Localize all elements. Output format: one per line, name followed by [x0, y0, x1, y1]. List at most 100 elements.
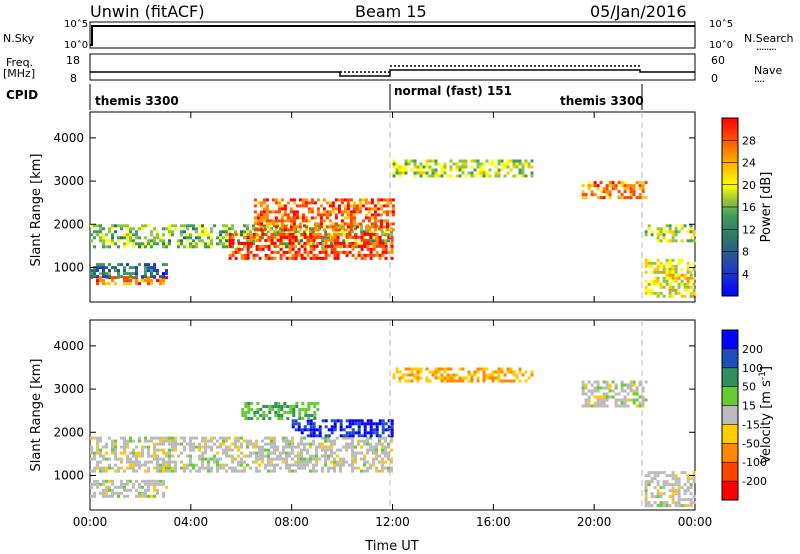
echo-cell	[671, 486, 675, 490]
echo-cell	[258, 224, 261, 228]
echo-cell	[297, 457, 300, 461]
echo-cell	[141, 224, 144, 228]
echo-cell	[361, 198, 365, 202]
echo-cell	[265, 225, 269, 229]
echo-cell	[390, 439, 393, 443]
echo-cell	[352, 210, 356, 214]
echo-cell	[277, 408, 281, 411]
echo-cell	[461, 165, 465, 169]
echo-cell	[351, 419, 355, 423]
echo-cell	[458, 367, 462, 371]
echo-cell	[153, 448, 156, 452]
echo-cell	[348, 422, 352, 426]
echo-cell	[313, 216, 317, 220]
echo-cell	[390, 428, 394, 432]
echo-cell	[204, 445, 207, 449]
echo-cell	[147, 454, 150, 458]
echo-cell	[285, 232, 289, 236]
echo-cell	[665, 273, 669, 277]
echo-cell	[316, 408, 320, 411]
echo-cell	[321, 242, 324, 246]
echo-cell	[440, 171, 444, 175]
echo-cell	[387, 434, 391, 438]
echo-cell	[391, 198, 395, 202]
power-colorbar-tick: 12	[742, 223, 756, 236]
echo-cell	[283, 219, 287, 223]
echo-cell	[521, 171, 525, 175]
echo-cell	[292, 216, 296, 220]
echo-cell	[225, 439, 228, 443]
echo-cell	[198, 239, 201, 243]
echo-cell	[289, 228, 293, 232]
echo-cell	[183, 463, 186, 467]
echo-cell	[366, 238, 370, 242]
echo-cell	[659, 504, 663, 508]
echo-cell	[390, 469, 393, 473]
echo-cell	[455, 165, 459, 169]
echo-cell	[343, 210, 347, 214]
echo-cell	[264, 256, 268, 260]
echo-cell	[587, 184, 591, 188]
echo-cell	[291, 244, 295, 248]
echo-cell	[225, 227, 228, 231]
echo-cell	[114, 469, 117, 473]
echo-cell	[680, 471, 684, 475]
echo-cell	[286, 411, 290, 414]
echo-cell	[298, 222, 302, 226]
echo-cell	[283, 405, 287, 408]
echo-cell	[117, 239, 120, 243]
echo-cell	[455, 174, 459, 178]
echo-cell	[665, 504, 669, 508]
echo-cell	[346, 207, 350, 211]
echo-cell	[596, 187, 600, 191]
echo-cell	[147, 266, 150, 270]
echo-cell	[659, 264, 663, 268]
echo-cell	[279, 232, 283, 236]
echo-cell	[512, 174, 516, 178]
echo-cell	[674, 489, 678, 493]
echo-cell	[416, 171, 420, 175]
echo-cell	[216, 466, 219, 470]
echo-cell	[207, 439, 210, 443]
echo-cell	[524, 162, 528, 166]
echo-cell	[611, 187, 615, 191]
echo-cell	[378, 238, 382, 242]
echo-cell	[111, 439, 114, 443]
echo-cell	[387, 235, 391, 239]
echo-cell	[596, 184, 600, 188]
echo-cell	[300, 460, 303, 464]
echo-cell	[268, 210, 272, 214]
echo-cell	[351, 442, 354, 446]
echo-cell	[602, 187, 606, 191]
echo-cell	[207, 236, 210, 240]
echo-cell	[608, 184, 612, 188]
echo-cell	[404, 168, 408, 172]
echo-cell	[354, 235, 358, 239]
echo-cell	[102, 245, 105, 249]
echo-cell	[255, 460, 258, 464]
echo-cell	[620, 383, 624, 387]
echo-cell	[333, 230, 336, 234]
echo-cell	[282, 239, 285, 243]
echo-cell	[189, 463, 192, 467]
echo-cell	[354, 454, 357, 458]
echo-cell	[340, 213, 344, 217]
echo-cell	[105, 266, 108, 270]
echo-cell	[671, 258, 675, 262]
echo-cell	[102, 445, 105, 449]
echo-cell	[105, 466, 108, 470]
echo-cell	[378, 256, 382, 260]
echo-cell	[650, 233, 654, 237]
echo-cell	[596, 386, 600, 390]
echo-cell	[683, 471, 687, 475]
echo-cell	[656, 294, 660, 298]
echo-cell	[644, 380, 648, 384]
echo-cell	[108, 463, 111, 467]
echo-cell	[363, 236, 366, 240]
echo-cell	[129, 236, 132, 240]
echo-cell	[381, 230, 384, 234]
echo-cell	[186, 224, 189, 228]
echo-cell	[102, 239, 105, 243]
echo-cell	[312, 463, 315, 467]
echo-cell	[378, 253, 382, 257]
